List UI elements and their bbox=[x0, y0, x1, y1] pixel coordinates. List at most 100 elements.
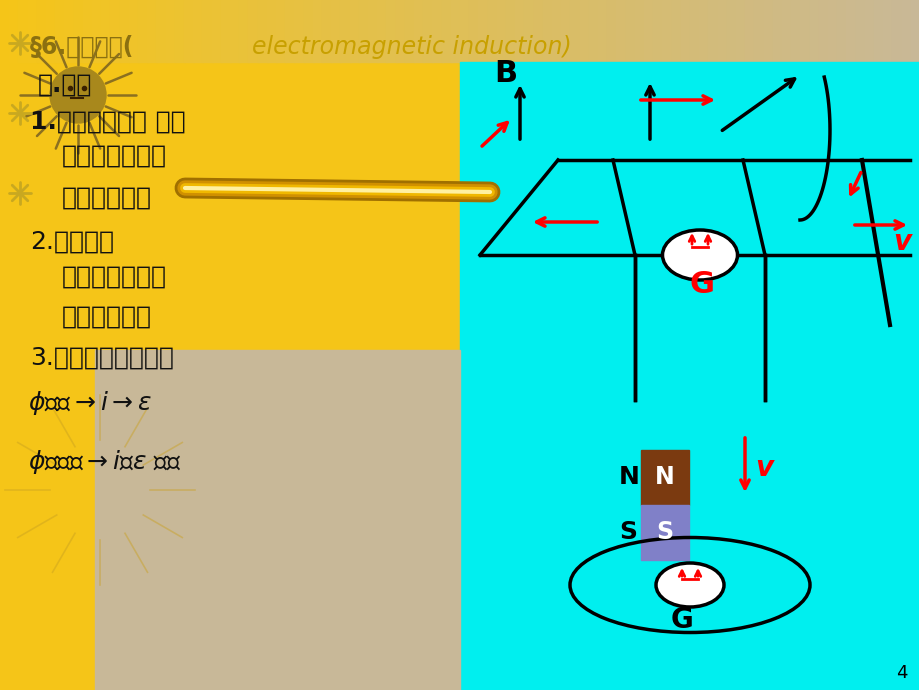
Text: electromagnetic induction): electromagnetic induction) bbox=[252, 35, 571, 59]
Bar bbox=[652, 0, 663, 62]
Bar bbox=[625, 0, 635, 62]
Bar bbox=[312, 0, 323, 62]
Bar bbox=[717, 0, 727, 62]
Bar bbox=[505, 0, 516, 62]
Bar bbox=[193, 0, 203, 62]
Bar bbox=[92, 0, 102, 62]
Bar bbox=[735, 0, 745, 62]
Bar bbox=[0, 0, 10, 62]
Bar bbox=[478, 0, 488, 62]
Bar bbox=[708, 0, 718, 62]
Text: 产生电动势。: 产生电动势。 bbox=[62, 305, 152, 329]
Text: $\phi$变化快$\rightarrow i$、$\varepsilon$ 大。: $\phi$变化快$\rightarrow i$、$\varepsilon$ 大… bbox=[28, 448, 181, 476]
Bar bbox=[441, 0, 451, 62]
Bar bbox=[340, 0, 350, 62]
Bar bbox=[570, 0, 580, 62]
Bar bbox=[790, 0, 800, 62]
Bar bbox=[64, 0, 74, 62]
Text: v: v bbox=[754, 454, 772, 482]
Bar bbox=[9, 0, 19, 62]
Bar bbox=[542, 0, 552, 62]
Bar bbox=[55, 0, 65, 62]
Bar bbox=[221, 0, 231, 62]
Bar bbox=[165, 0, 176, 62]
Bar bbox=[211, 0, 221, 62]
Text: §6.电磁感应(: §6.电磁感应( bbox=[30, 35, 134, 59]
Bar bbox=[882, 0, 892, 62]
Ellipse shape bbox=[662, 230, 737, 280]
Bar bbox=[588, 0, 598, 62]
Bar bbox=[184, 0, 194, 62]
Text: N: N bbox=[618, 465, 640, 489]
Bar bbox=[386, 0, 396, 62]
Bar bbox=[138, 0, 148, 62]
Bar bbox=[487, 0, 497, 62]
Circle shape bbox=[50, 67, 106, 123]
Bar bbox=[809, 0, 819, 62]
Text: 回路中产生电流: 回路中产生电流 bbox=[62, 265, 167, 289]
Bar bbox=[855, 0, 865, 62]
Bar bbox=[754, 0, 764, 62]
Text: S: S bbox=[656, 520, 673, 544]
Bar bbox=[28, 0, 38, 62]
Bar bbox=[450, 0, 460, 62]
Bar bbox=[377, 0, 387, 62]
Bar bbox=[95, 350, 460, 690]
Bar bbox=[818, 0, 828, 62]
Text: S: S bbox=[618, 520, 636, 544]
Bar bbox=[267, 0, 277, 62]
Bar bbox=[175, 0, 185, 62]
Text: 3.以上现象说明什么: 3.以上现象说明什么 bbox=[30, 346, 174, 370]
Bar bbox=[101, 0, 111, 62]
Bar bbox=[257, 0, 267, 62]
Bar bbox=[469, 0, 479, 62]
Bar bbox=[744, 0, 754, 62]
Bar bbox=[836, 0, 846, 62]
Bar bbox=[827, 0, 837, 62]
Bar bbox=[460, 400, 919, 690]
Bar bbox=[331, 0, 341, 62]
Bar bbox=[616, 0, 626, 62]
Bar bbox=[358, 0, 369, 62]
Text: 回路中产生电流: 回路中产生电流 bbox=[62, 144, 167, 168]
Bar bbox=[18, 0, 28, 62]
Text: N: N bbox=[654, 465, 675, 489]
Bar bbox=[781, 0, 791, 62]
Bar bbox=[303, 0, 313, 62]
Bar bbox=[579, 0, 589, 62]
Bar bbox=[202, 0, 212, 62]
Bar bbox=[276, 0, 286, 62]
Bar bbox=[248, 0, 258, 62]
Bar bbox=[726, 0, 736, 62]
Bar bbox=[110, 0, 120, 62]
Bar bbox=[230, 0, 240, 62]
Bar bbox=[147, 0, 157, 62]
Bar bbox=[460, 0, 470, 62]
Bar bbox=[349, 0, 359, 62]
Bar bbox=[285, 0, 295, 62]
Bar bbox=[37, 0, 47, 62]
Bar bbox=[74, 0, 84, 62]
Bar bbox=[423, 0, 433, 62]
Text: v: v bbox=[892, 228, 910, 256]
Bar bbox=[763, 0, 773, 62]
Bar bbox=[607, 0, 617, 62]
Bar bbox=[698, 0, 709, 62]
Text: G: G bbox=[689, 270, 714, 299]
Bar bbox=[671, 0, 681, 62]
Text: 产生电动势。: 产生电动势。 bbox=[62, 186, 152, 210]
Bar bbox=[597, 0, 607, 62]
Bar bbox=[641, 450, 688, 505]
Bar bbox=[641, 505, 688, 560]
Text: $\phi$变化$\rightarrow i \rightarrow \varepsilon$: $\phi$变化$\rightarrow i \rightarrow \vare… bbox=[28, 389, 153, 417]
Bar bbox=[432, 0, 442, 62]
Bar bbox=[551, 0, 562, 62]
Text: 4: 4 bbox=[895, 664, 907, 682]
Bar bbox=[368, 0, 378, 62]
Bar bbox=[634, 0, 644, 62]
Bar bbox=[662, 0, 672, 62]
Bar bbox=[460, 62, 919, 400]
Bar bbox=[515, 0, 525, 62]
Bar bbox=[496, 0, 506, 62]
Bar bbox=[873, 0, 883, 62]
